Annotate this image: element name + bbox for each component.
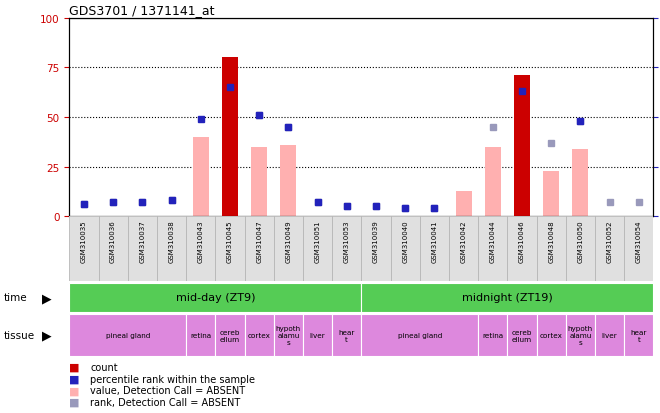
Text: GSM310044: GSM310044 — [490, 220, 496, 262]
Bar — [274, 217, 303, 281]
Bar — [215, 217, 245, 281]
Bar — [595, 315, 624, 356]
Text: pineal gland: pineal gland — [106, 332, 150, 338]
Text: hear
t: hear t — [339, 329, 355, 342]
Bar — [157, 217, 186, 281]
Bar — [362, 315, 478, 356]
Bar — [98, 217, 128, 281]
Bar — [595, 217, 624, 281]
Text: percentile rank within the sample: percentile rank within the sample — [90, 374, 255, 384]
Bar — [455, 191, 472, 217]
Text: liver: liver — [602, 332, 618, 338]
Text: hypoth
alamu
s: hypoth alamu s — [276, 325, 301, 345]
Text: cereb
ellum: cereb ellum — [220, 329, 240, 342]
Bar — [69, 315, 186, 356]
Text: ■: ■ — [69, 397, 80, 407]
Bar — [303, 217, 332, 281]
Bar — [543, 171, 559, 217]
Text: cortex: cortex — [540, 332, 562, 338]
Text: hear
t: hear t — [630, 329, 647, 342]
Bar — [186, 315, 215, 356]
Text: GSM310045: GSM310045 — [227, 220, 233, 262]
Bar — [128, 217, 157, 281]
Text: GSM310046: GSM310046 — [519, 220, 525, 263]
Text: rank, Detection Call = ABSENT: rank, Detection Call = ABSENT — [90, 397, 241, 407]
Text: GSM310041: GSM310041 — [432, 220, 438, 263]
Bar — [478, 315, 508, 356]
Bar — [449, 217, 478, 281]
Bar — [537, 217, 566, 281]
Bar — [514, 76, 530, 217]
Text: pineal gland: pineal gland — [397, 332, 442, 338]
Bar — [478, 217, 508, 281]
Text: GSM310042: GSM310042 — [461, 220, 467, 262]
Text: ■: ■ — [69, 362, 80, 372]
Text: count: count — [90, 362, 118, 372]
Text: GSM310049: GSM310049 — [285, 220, 291, 263]
Bar — [244, 217, 274, 281]
Bar — [280, 145, 296, 217]
Text: GSM310054: GSM310054 — [636, 220, 642, 262]
Bar — [508, 315, 537, 356]
Text: GSM310035: GSM310035 — [81, 220, 87, 263]
Bar — [362, 283, 653, 313]
Text: GSM310052: GSM310052 — [607, 220, 612, 262]
Text: GSM310051: GSM310051 — [315, 220, 321, 263]
Text: GDS3701 / 1371141_at: GDS3701 / 1371141_at — [69, 4, 214, 17]
Text: ▶: ▶ — [42, 291, 51, 304]
Text: GSM310048: GSM310048 — [548, 220, 554, 263]
Bar — [391, 217, 420, 281]
Bar — [69, 283, 362, 313]
Bar — [222, 152, 238, 217]
Text: value, Detection Call = ABSENT: value, Detection Call = ABSENT — [90, 385, 246, 395]
Text: ■: ■ — [69, 374, 80, 384]
Bar — [69, 217, 98, 281]
Text: cereb
ellum: cereb ellum — [512, 329, 532, 342]
Bar — [332, 315, 362, 356]
Text: GSM310043: GSM310043 — [198, 220, 204, 263]
Bar — [572, 150, 589, 217]
Text: ▶: ▶ — [42, 329, 51, 342]
Bar — [244, 315, 274, 356]
Text: retina: retina — [190, 332, 211, 338]
Bar — [537, 315, 566, 356]
Text: cortex: cortex — [248, 332, 271, 338]
Text: GSM310038: GSM310038 — [168, 220, 174, 263]
Text: GSM310039: GSM310039 — [373, 220, 379, 263]
Text: retina: retina — [482, 332, 504, 338]
Text: GSM310047: GSM310047 — [256, 220, 262, 263]
Text: GSM310050: GSM310050 — [578, 220, 583, 263]
Bar — [566, 217, 595, 281]
Bar — [215, 315, 245, 356]
Bar — [624, 315, 653, 356]
Bar — [566, 315, 595, 356]
Text: hypoth
alamu
s: hypoth alamu s — [568, 325, 593, 345]
Text: liver: liver — [310, 332, 325, 338]
Text: ■: ■ — [69, 385, 80, 395]
Text: GSM310036: GSM310036 — [110, 220, 116, 263]
Bar — [484, 147, 501, 217]
Bar — [303, 315, 332, 356]
Bar — [420, 217, 449, 281]
Bar — [222, 58, 238, 217]
Bar — [193, 138, 209, 217]
Bar — [332, 217, 362, 281]
Text: time: time — [3, 293, 27, 303]
Bar — [186, 217, 215, 281]
Text: GSM310040: GSM310040 — [402, 220, 408, 263]
Text: midnight (ZT19): midnight (ZT19) — [462, 293, 553, 303]
Bar — [251, 147, 267, 217]
Bar — [274, 315, 303, 356]
Bar — [362, 217, 391, 281]
Text: mid-day (ZT9): mid-day (ZT9) — [176, 293, 255, 303]
Text: tissue: tissue — [3, 330, 34, 340]
Text: GSM310053: GSM310053 — [344, 220, 350, 263]
Bar — [624, 217, 653, 281]
Bar — [508, 217, 537, 281]
Text: GSM310037: GSM310037 — [139, 220, 145, 263]
